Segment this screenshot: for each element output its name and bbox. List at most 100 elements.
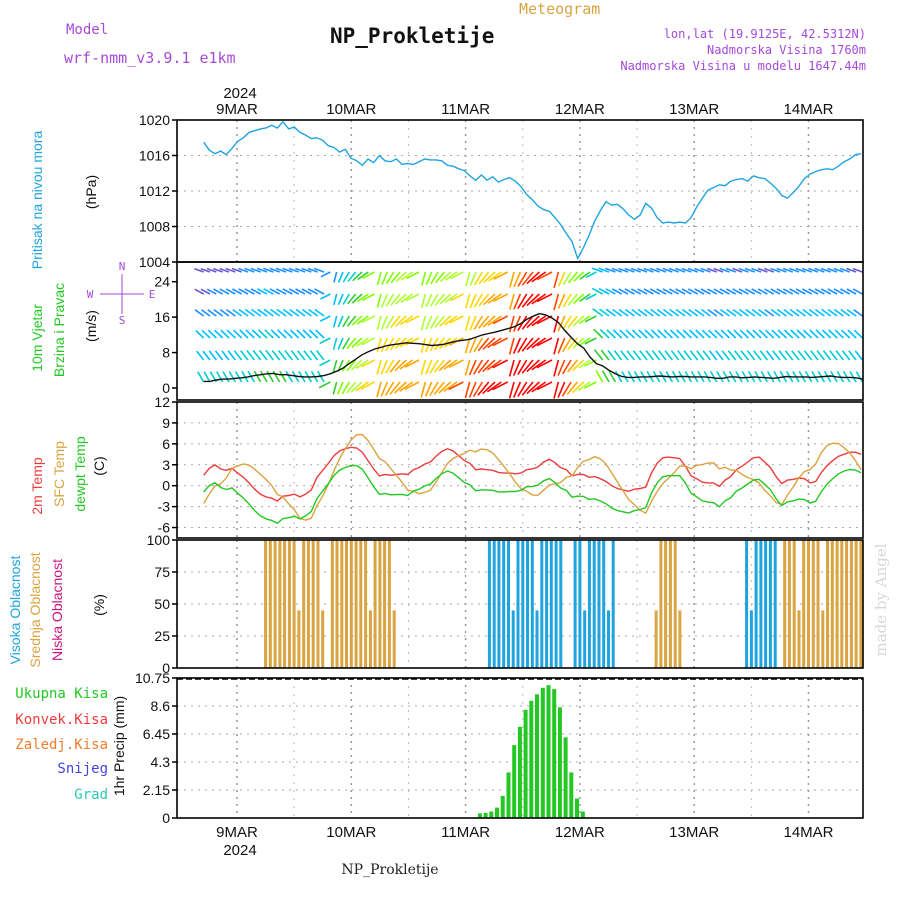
wind-barb [404,381,420,391]
wind-barb [381,293,389,308]
wind-barb [765,350,775,361]
wind-barb [789,308,800,317]
cloud-bar [835,540,839,668]
wind-barb [307,267,318,273]
wind-barb [251,329,262,339]
wind-barb [264,329,274,339]
wind-barb [584,315,597,323]
wind-barb [350,381,363,393]
wind-barb [700,288,711,295]
wind-barb [531,359,547,371]
wind-barb [656,308,667,317]
wind-barb [376,359,382,375]
wind-barb [341,381,351,395]
wind-barb [307,288,319,295]
wind-barb [473,293,484,308]
wind-barb [631,329,642,339]
wind-barb [630,267,641,273]
wind-barb [266,370,275,383]
wind-barb [637,288,648,295]
cloud-bar [840,540,844,668]
wind-barb [772,350,781,361]
wind-barb [814,308,825,317]
wind-barb [764,308,775,317]
wind-barb [270,308,281,317]
wind-barb [347,271,357,283]
wind-barb [508,337,515,355]
wind-barb [405,337,420,346]
wind-barb [478,271,490,285]
lonlat-label: lon,lat (19.9125E, 42.5312N) [664,27,866,41]
wind-barb [478,293,490,307]
wind-barb [689,350,699,361]
wind-barb [219,288,230,295]
wind-barb [593,349,604,361]
wind-barb [745,308,756,317]
dewpt-ylabel: dewpt Temp [72,436,88,511]
wind-barb [376,293,382,308]
wind-barb [757,288,768,295]
wind-barb [644,329,654,339]
wind-barb [796,329,806,339]
wind-barb [342,293,351,305]
panel-border [176,261,864,401]
top-day-label: 9MAR [216,101,258,118]
wind-barb [658,350,667,361]
top-day-label: 12MAR [555,101,605,118]
wind-barb [643,267,654,273]
wind-barb [553,359,560,377]
wind-barb [681,288,692,295]
wind-barb [852,288,863,295]
wind-barb [438,359,452,372]
wind-barb [472,381,484,398]
wind-barb [839,267,851,273]
wind-barb [521,337,534,352]
wind-barb [469,271,477,286]
cloud-bar [754,540,758,668]
y-tick-label: 0 [162,380,170,396]
wind-barb [434,271,445,284]
wind-barb [337,293,344,306]
wind-barb [776,308,787,317]
wind-barb [702,350,712,361]
y-tick-label: 1020 [139,112,170,128]
wind-barb [561,381,572,397]
wind-barb [677,350,686,361]
wind-barb [295,288,306,295]
wind-barb [508,315,515,333]
wind-barb [599,308,610,317]
wind-barb [631,308,642,317]
wind-barb [332,315,338,328]
wind-panel: 24 16 8 0 [154,261,864,401]
wind-barb [405,293,420,302]
wind-barb [482,337,496,350]
wind-barb [562,337,572,353]
wind-barb [508,359,515,377]
wind-barb [656,288,667,295]
wind-barb [301,267,312,273]
wind-barb [821,329,832,339]
wind-barb [708,329,718,339]
wind-barb [420,293,427,309]
wind-barb [675,288,686,295]
wind-barb [477,381,490,396]
wind-barb [443,359,458,370]
wind-barb [567,337,578,351]
wind-barb [639,350,648,361]
wind-barb [421,271,427,286]
wind-barb [593,328,604,339]
wind-barb [337,381,344,395]
wind-barb [517,381,528,398]
wind-barb [821,308,832,317]
wind-barb [234,371,243,383]
wind-barb [512,337,522,354]
wind-barb [492,381,509,391]
precip-bar [580,811,585,818]
cloud-bar [511,610,515,668]
wind-barb [694,308,705,317]
cloud-bar [773,540,777,668]
wind-barb [645,350,655,361]
wind-barb [557,293,566,309]
wind-barb [835,350,845,361]
wind-barb [738,288,749,295]
